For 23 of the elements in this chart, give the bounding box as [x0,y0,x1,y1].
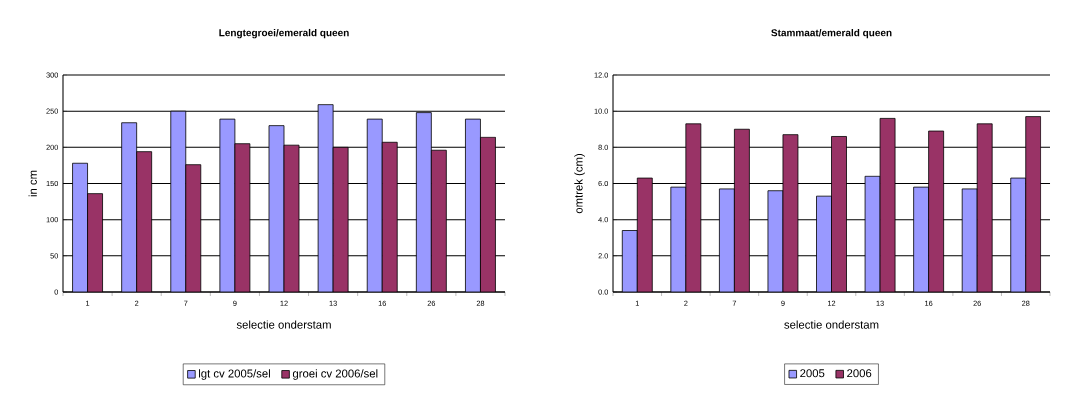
x-axis-title: selectie onderstam [236,320,331,329]
bar [121,122,138,292]
y-axis-title: omtrek (cm) [574,153,585,214]
legend-label: lgt cv 2005/sel [199,369,270,380]
bar [976,123,993,292]
bar [636,177,653,292]
bar [366,118,383,292]
bar [928,130,945,292]
bar [685,123,702,292]
bar [170,110,187,292]
legend-label: 2006 [847,369,872,378]
chart-title: Stammaat/emerald queen [771,28,892,39]
bar [734,128,750,292]
legend-label: 2005 [800,369,825,378]
bar [415,112,432,292]
bar [1025,116,1042,292]
bar [465,118,481,292]
bar [72,162,88,292]
legend-label: groei cv 2006/sel [292,369,378,380]
x-axis-title: selectie onderstam [784,320,879,329]
chart-title: Lengtegroei/emerald queen [219,28,349,39]
bar [831,136,847,292]
y-axis-title: in cm [28,170,37,197]
